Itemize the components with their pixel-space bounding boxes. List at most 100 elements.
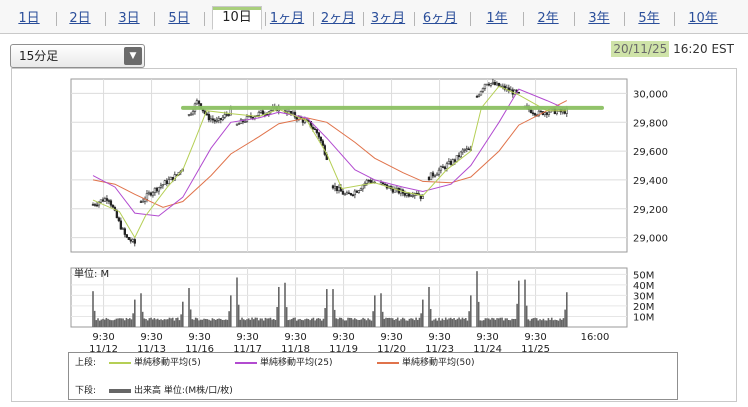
volume-bar	[256, 317, 258, 327]
candle-body	[531, 112, 535, 115]
volume-bar	[539, 319, 541, 327]
candle-body	[435, 173, 439, 176]
volume-bar	[443, 320, 445, 327]
volume-bar	[464, 317, 467, 327]
price-tick-label: 30,000	[633, 89, 668, 100]
volume-bar	[199, 319, 202, 327]
candle-body	[211, 118, 215, 121]
volume-bar	[156, 318, 159, 327]
x-tick-date: 11/25	[521, 344, 550, 353]
tab-1年[interactable]: 1年	[486, 11, 508, 26]
tab-2日[interactable]: 2日	[69, 11, 91, 26]
candle-body	[111, 204, 115, 208]
volume-bar	[554, 319, 556, 327]
candle-body	[165, 180, 169, 184]
candle-body	[479, 91, 483, 96]
volume-bar	[434, 318, 437, 327]
candle-body	[221, 117, 224, 121]
tab-2ヶ月[interactable]: 2ヶ月	[320, 11, 356, 26]
tab-5日[interactable]: 5日	[168, 11, 190, 26]
tab-3ヶ月[interactable]: 3ヶ月	[370, 11, 406, 26]
volume-bar	[396, 317, 399, 327]
tab-separator	[312, 12, 314, 26]
candle-body	[403, 193, 407, 196]
volume-bar	[549, 319, 551, 327]
tab-3年[interactable]: 3年	[588, 11, 610, 26]
candle-body	[529, 109, 533, 114]
volume-bar	[422, 299, 424, 327]
price-panel	[70, 78, 628, 253]
x-tick-date: 11/17	[233, 344, 262, 353]
volume-bar	[512, 318, 515, 327]
candle-body	[431, 172, 435, 177]
candle-body	[475, 96, 479, 98]
tab-1ヶ月[interactable]: 1ヶ月	[269, 11, 305, 26]
chart-svg: 29,000 29,200 29,400 29,600 29,800 30,000 10M2…	[70, 78, 668, 353]
candle-body	[491, 82, 495, 84]
volume-bar	[507, 319, 510, 327]
candle-body	[115, 210, 119, 219]
candle-body	[341, 191, 345, 195]
volume-bar	[547, 318, 550, 327]
tab-2年[interactable]: 2年	[537, 11, 559, 26]
candle-body	[91, 204, 95, 206]
volume-bar	[262, 320, 265, 327]
tab-10日[interactable]: 10日	[212, 6, 262, 30]
candle-body	[257, 111, 261, 116]
volume-bar	[535, 318, 538, 327]
volume-bar	[216, 318, 219, 327]
x-tick-date: 11/23	[425, 344, 454, 353]
volume-bar	[309, 320, 311, 327]
volume-bar	[355, 319, 358, 327]
candle-body	[227, 114, 230, 116]
tab-6ヶ月[interactable]: 6ヶ月	[422, 11, 458, 26]
volume-bar	[130, 319, 133, 327]
volume-bar	[278, 286, 280, 327]
volume-bar	[506, 318, 508, 327]
volume-bar	[326, 289, 328, 327]
candle-body	[349, 193, 353, 196]
tab-separator	[414, 12, 415, 26]
candle-body	[465, 148, 468, 151]
candle-body	[517, 91, 520, 94]
volume-bar	[418, 317, 421, 327]
volume-bar	[269, 317, 272, 327]
volume-bar	[97, 318, 99, 327]
volume-bar	[564, 309, 566, 327]
volume-tick-label: 50M	[633, 270, 654, 281]
tab-5年[interactable]: 5年	[638, 11, 660, 26]
legend-upper-label: 上段:	[75, 358, 97, 368]
candle-body	[169, 176, 173, 180]
candle-body	[103, 198, 107, 202]
volume-series	[92, 271, 568, 327]
candle-body	[461, 149, 464, 153]
tab-10年[interactable]: 10年	[688, 11, 718, 26]
volume-bar	[347, 317, 349, 327]
volume-bar	[466, 320, 469, 327]
candle-body	[189, 113, 193, 116]
candle-body	[131, 239, 134, 242]
volume-bar	[544, 320, 546, 327]
candle-body	[337, 187, 341, 191]
candle-body	[453, 159, 457, 162]
volume-bar	[385, 317, 387, 327]
volume-bar	[209, 320, 212, 327]
candle-body	[445, 163, 449, 169]
candle-body	[217, 118, 221, 121]
candle-body	[427, 176, 431, 181]
candle-body	[547, 111, 551, 115]
interval-select[interactable]: 15分足 ▼	[10, 44, 145, 68]
volume-bar	[134, 299, 136, 327]
volume-bar	[100, 319, 103, 327]
tab-1日[interactable]: 1日	[18, 11, 40, 26]
candle-body	[205, 113, 209, 116]
volume-bar	[487, 318, 490, 327]
volume-label: 出来高 単位:(M株/口/枚)	[134, 386, 233, 396]
volume-bar	[160, 319, 162, 327]
volume-bar	[196, 318, 199, 327]
tab-3日[interactable]: 3日	[118, 11, 140, 26]
timestamp-date: 20/11/25	[611, 41, 670, 57]
tab-separator	[624, 12, 625, 26]
volume-bar	[324, 308, 326, 327]
candle-body	[291, 112, 295, 114]
